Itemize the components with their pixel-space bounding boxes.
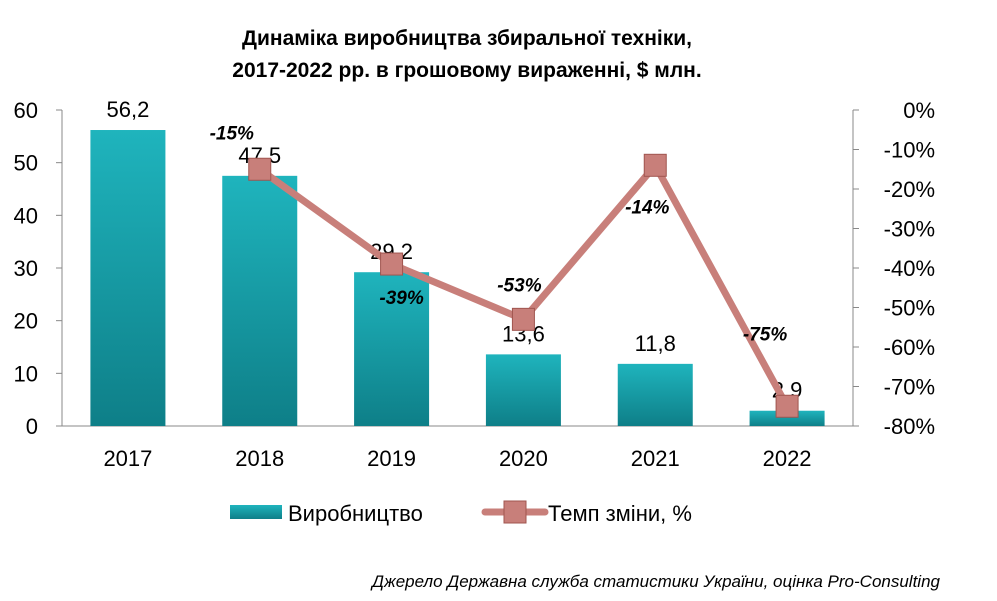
line-marker [775,394,799,418]
line-data-label: -53% [497,275,541,296]
legend-line-marker [503,500,527,524]
chart-title-line2: 2017-2022 рр. в грошовому вираженні, $ м… [232,59,701,82]
line-marker [511,307,535,331]
y-right-tick-label: -20% [884,177,935,202]
y-left-tick-label: 20 [14,309,38,334]
y-right-tick-label: -10% [884,138,935,163]
bar [354,272,430,426]
line-data-label: -15% [210,123,254,144]
y-left-tick-label: 30 [14,256,38,281]
bar [749,410,825,426]
chart-title-line1: Динаміка виробництва збиральної техніки, [242,27,692,50]
y-right-tick-label: -40% [884,256,935,281]
line-marker [380,252,404,276]
line-marker [643,153,667,177]
line-marker [248,157,272,181]
axes: 0 10 20 30 40 50 60 0% -10% -20% -30% -40% -50% -60% -… [14,98,935,471]
y-left-tick-label: 10 [14,361,38,386]
bar-data-label: 56,2 [107,97,150,122]
line-series [248,153,799,418]
line-data-labels: -15% -39% -53% -14% -75% [210,123,788,345]
line-data-label: -39% [379,288,423,309]
x-tick-label: 2022 [763,446,812,471]
bar-series [90,130,825,426]
y-right-tick-label: -60% [884,335,935,360]
y-left-tick-label: 40 [14,203,38,228]
y-left-tick-label: 50 [14,151,38,176]
line-data-label: -14% [625,197,669,218]
x-tick-label: 2020 [499,446,548,471]
x-tick-label: 2017 [103,446,152,471]
x-tick-label: 2018 [235,446,284,471]
bar [90,130,166,426]
y-right-tick-label: -80% [884,414,935,439]
y-left-tick-label: 0 [26,414,38,439]
x-tick-label: 2019 [367,446,416,471]
y-right-tick-label: -30% [884,217,935,242]
legend-bar-label: Виробництво [288,501,423,526]
y-right-tick-label: -70% [884,375,935,400]
x-tick-label: 2021 [631,446,680,471]
y-right-tick-label: -50% [884,296,935,321]
legend: Виробництво Темп зміни, % [230,500,692,526]
bar [617,363,693,426]
source-note: Джерело Державна служба статистики Украї… [370,572,941,591]
legend-line-label: Темп зміни, % [548,501,692,526]
bar-data-labels: 56,247,529,213,6 11,82,9 [107,97,803,403]
bar [222,175,298,426]
bar [485,354,561,426]
bar-data-label: 11,8 [635,331,676,356]
line-data-label: -75% [743,324,787,345]
y-right-tick-label: 0% [903,98,935,123]
y-left-tick-label: 60 [14,98,38,123]
legend-bar-swatch [230,505,282,519]
